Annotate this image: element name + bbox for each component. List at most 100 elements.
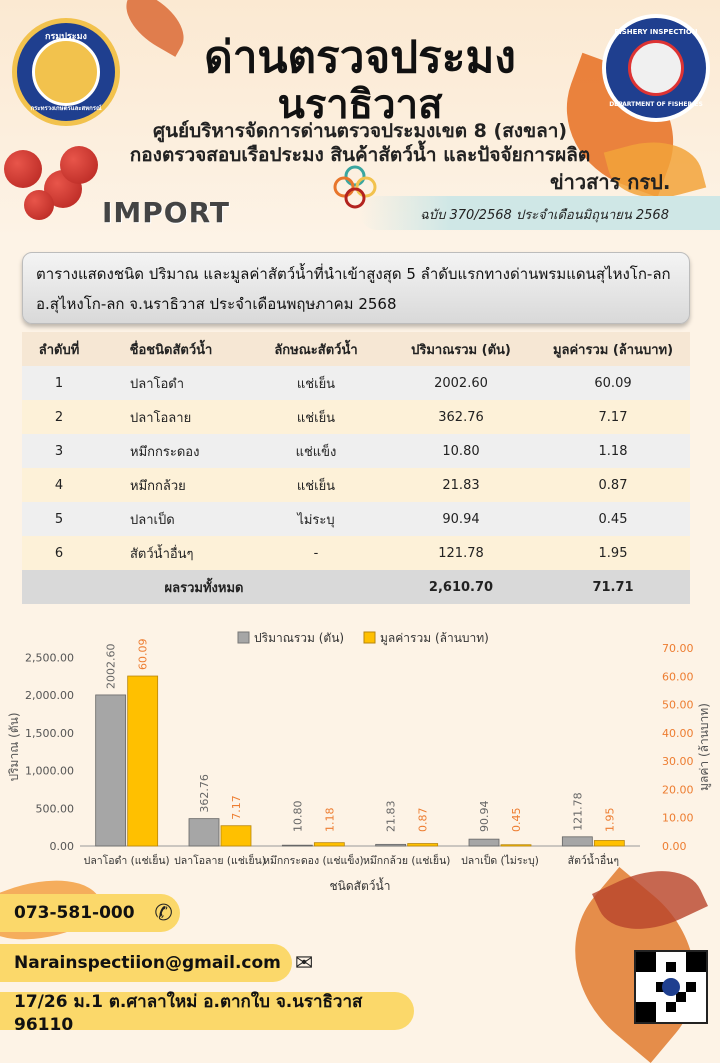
phone-number: 073-581-000 (14, 903, 135, 923)
data-label-value: 7.17 (230, 795, 243, 820)
species-cell: หมึกกระดอง (96, 434, 246, 468)
y2-axis-title: มูลค่า (ล้านบาท) (697, 703, 712, 791)
y2-tick-label: 40.00 (662, 727, 694, 740)
y-tick-label: 1,500.00 (25, 727, 74, 740)
phone-icon: ✆ (154, 900, 173, 926)
value-cell: 0.45 (536, 502, 690, 536)
x-tick-label: หมึกกล้วย (แช่เย็น) (363, 853, 450, 867)
bar-value (500, 844, 532, 847)
x-tick-label: หมึกกระดอง (แช่แข็ง) (263, 853, 364, 867)
y2-tick-label: 0.00 (662, 840, 687, 853)
berry-decoration (4, 150, 42, 188)
value-cell: 60.09 (536, 366, 690, 400)
data-label-value: 1.18 (323, 808, 336, 833)
total-quantity: 2,610.70 (386, 570, 536, 604)
import-bar-chart: 0.00 500.00 1,000.00 1,500.00 2,000.00 2,500.… (7, 631, 712, 893)
y2-tick-label: 60.00 (662, 670, 694, 683)
x-tick-label: สัตว์น้ำอื่นๆ (568, 853, 619, 867)
type-cell: แช่เย็น (246, 468, 386, 502)
column-header: ลักษณะสัตว์น้ำ (246, 332, 386, 366)
y-tick-label: 1,000.00 (25, 765, 74, 778)
emblem-icon (32, 38, 100, 106)
bar-quantity (281, 844, 313, 847)
quantity-cell: 10.80 (386, 434, 536, 468)
table-row: 2 ปลาโอลาย แช่เย็น 362.76 7.17 (22, 400, 690, 434)
data-label-quantity: 90.94 (478, 801, 491, 833)
bar-value (593, 840, 625, 847)
email-contact: Narainspectiion@gmail.com ✉ (0, 944, 313, 982)
column-header: ปริมาณรวม (ตัน) (386, 332, 536, 366)
address-contact: 17/26 ม.1 ต.ศาลาใหม่ อ.ตากใบ จ.นราธิวาส … (0, 992, 414, 1035)
table-caption-line1: ตารางแสดงชนิด ปริมาณ และมูลค่าสัตว์น้ำที… (36, 265, 671, 283)
bar-quantity (468, 838, 500, 847)
bulletin-label: ข่าวสาร กรป. (550, 170, 671, 194)
x-tick-label: ปลาโอดำ (แช่เย็น) (84, 853, 170, 867)
bar-quantity (95, 694, 127, 847)
data-label-quantity: 362.76 (198, 774, 211, 813)
species-cell: สัตว์น้ำอื่นๆ (96, 536, 246, 570)
y2-tick-label: 20.00 (662, 783, 694, 796)
table-header-row: ลำดับที่ ชื่อชนิดสัตว์น้ำ ลักษณะสัตว์น้ำ… (22, 332, 690, 366)
rank-cell: 5 (22, 502, 96, 536)
berry-decoration (24, 190, 54, 220)
table-row: 5 ปลาเป็ด ไม่ระบุ 90.94 0.45 (22, 502, 690, 536)
x-tick-label: ปลาโอลาย (แช่เย็น) (174, 853, 266, 867)
rank-cell: 6 (22, 536, 96, 570)
species-cell: ปลาโอลาย (96, 400, 246, 434)
fishery-inspection-logo: FISHERY INSPECTION DEPARTMENT OF FISHERI… (602, 14, 710, 122)
badge-icon (628, 40, 684, 96)
total-label: ผลรวมทั้งหมด (22, 570, 386, 604)
table-row: 1 ปลาโอดำ แช่เย็น 2002.60 60.09 (22, 366, 690, 400)
value-cell: 1.95 (536, 536, 690, 570)
quantity-cell: 362.76 (386, 400, 536, 434)
value-cell: 7.17 (536, 400, 690, 434)
bar-quantity (375, 843, 407, 847)
data-label-quantity: 21.83 (385, 801, 398, 833)
type-cell: แช่เย็น (246, 400, 386, 434)
subtitle-center: ศูนย์บริหารจัดการด่านตรวจประมงเขต 8 (สงข… (152, 120, 568, 142)
data-label-value: 1.95 (603, 808, 616, 833)
table-total-row: ผลรวมทั้งหมด 2,610.70 71.71 (22, 570, 690, 604)
email-address: Narainspectiion@gmail.com (14, 953, 281, 973)
subtitle-division: กองตรวจสอบเรือประมง สินค้าสัตว์น้ำ และปั… (129, 144, 591, 166)
species-cell: ปลาโอดำ (96, 366, 246, 400)
quantity-cell: 21.83 (386, 468, 536, 502)
bar-value (220, 825, 252, 847)
caption-box (22, 252, 690, 324)
table-row: 6 สัตว์น้ำอื่นๆ - 121.78 1.95 (22, 536, 690, 570)
logo-text-top: กรมประมง (45, 32, 87, 42)
rank-cell: 4 (22, 468, 96, 502)
logo-text-bottom: DEPARTMENT OF FISHERIES (609, 101, 703, 108)
y2-tick-label: 10.00 (662, 812, 694, 825)
species-cell: หมึกกล้วย (96, 468, 246, 502)
table-caption-line2: อ.สุไหงโก-ลก จ.นราธิวาส ประจำเดือนพฤษภาค… (36, 295, 397, 313)
mail-icon: ✉ (294, 950, 314, 976)
logo-text-bottom: กระทรวงเกษตรและสหกรณ์ (30, 105, 102, 112)
rank-cell: 2 (22, 400, 96, 434)
qr-code (634, 950, 708, 1024)
data-label-quantity: 10.80 (291, 801, 304, 833)
bar-value (127, 675, 159, 847)
data-label-value: 0.45 (510, 808, 523, 833)
quantity-cell: 2002.60 (386, 366, 536, 400)
bar-value (407, 843, 439, 847)
column-header: ชื่อชนิดสัตว์น้ำ (96, 332, 246, 366)
data-label-value: 0.87 (417, 808, 430, 833)
logo-text-top: FISHERY INSPECTION (614, 28, 698, 36)
type-cell: ไม่ระบุ (246, 502, 386, 536)
bar-value (313, 842, 345, 847)
value-cell: 1.18 (536, 434, 690, 468)
type-cell: แช่เย็น (246, 366, 386, 400)
column-header: ลำดับที่ (22, 332, 96, 366)
y2-tick-label: 50.00 (662, 699, 694, 712)
type-cell: - (246, 536, 386, 570)
x-tick-label: ปลาเป็ด (ไม่ระบุ) (461, 853, 539, 867)
y-tick-label: 2,000.00 (25, 689, 74, 702)
table-row: 3 หมึกกระดอง แช่แข็ง 10.80 1.18 (22, 434, 690, 468)
page-title: ด่านตรวจประมง (204, 32, 516, 83)
y-tick-label: 500.00 (36, 802, 75, 815)
issue-band (360, 196, 720, 230)
y-axis-title: ปริมาณ (ตัน) (7, 712, 21, 781)
x-axis-title: ชนิดสัตว์น้ำ (330, 877, 391, 893)
data-label-quantity: 2002.60 (105, 643, 118, 688)
